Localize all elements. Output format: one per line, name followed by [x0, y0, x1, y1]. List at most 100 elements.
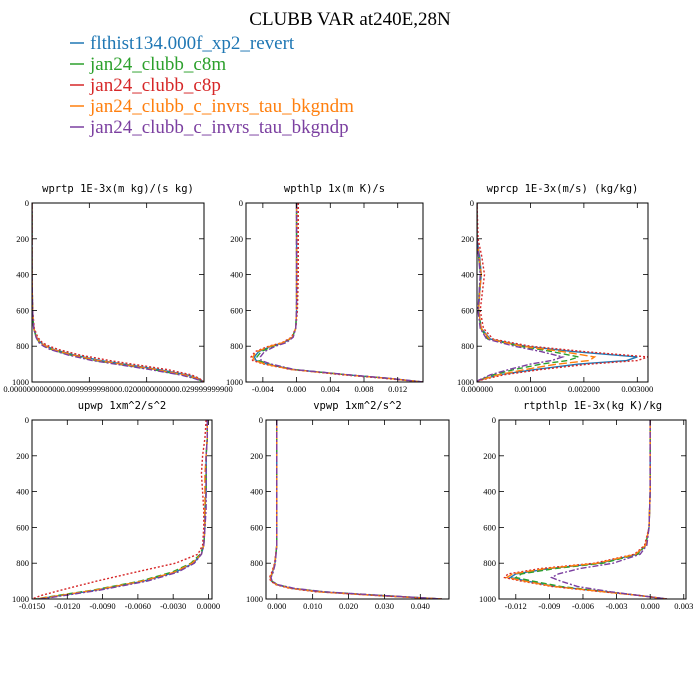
panel-title: wpthlp 1x(m K)/s [284, 183, 385, 195]
panel-title: vpwp 1xm^2/s^2 [313, 400, 402, 412]
series-line [259, 203, 423, 382]
plot-frame [265, 419, 450, 600]
y-tick-label: 600 [461, 305, 474, 315]
y-tick-label: 800 [461, 341, 474, 351]
series-line [504, 420, 668, 599]
plot-frame [31, 202, 205, 383]
x-tick-label: 0.008 [354, 384, 373, 394]
y-tick-label: 0 [470, 198, 474, 208]
y-tick-label: 0 [239, 198, 243, 208]
y-tick-label: 600 [230, 305, 243, 315]
series-line [32, 203, 204, 382]
y-tick-label: 200 [16, 234, 29, 244]
series-line [256, 203, 423, 382]
y-tick-label: 800 [230, 341, 243, 351]
chart-panel: wpthlp 1x(m K)/s 0 200 400 600 800 1000 -0.004 0… [226, 183, 424, 394]
series-line [477, 203, 565, 382]
x-tick-label: -0.0120 [54, 601, 80, 611]
chart-panel: rtpthlp 1E-3x(kg K)/kg02004006008001000-… [479, 400, 693, 611]
series-line [253, 203, 423, 382]
y-tick-label: 1000 [226, 377, 243, 387]
plot-frame [476, 202, 649, 383]
x-tick-label: 0.020 [339, 601, 358, 611]
x-tick-label: -0.012 [505, 601, 527, 611]
legend-label: jan24_clubb_c_invrs_tau_bkgndp [89, 117, 349, 138]
y-tick-label: 800 [16, 558, 29, 568]
x-tick-label: 0.010 [303, 601, 322, 611]
x-tick-label: -0.0150 [19, 601, 45, 611]
x-tick-label: 0.001000 [515, 384, 547, 394]
figure-title: CLUBB VAR at240E,28N [249, 9, 451, 30]
series-line [269, 420, 442, 599]
series-line [35, 420, 208, 599]
x-tick-label: 0.030 [375, 601, 394, 611]
y-tick-label: 800 [16, 341, 29, 351]
chart-panel: vpwp 1xm^2/s^2 0 200 400 600 800 1000 0.000 0.01… [246, 400, 450, 611]
x-tick-label: 0.000 [267, 601, 286, 611]
series-line [40, 420, 208, 599]
x-tick-label: 0.029999999900 [175, 384, 232, 394]
panel-title: upwp 1xm^2/s^2 [78, 400, 167, 412]
legend-label: jan24_clubb_c8m [89, 54, 226, 75]
y-tick-label: 800 [483, 558, 496, 568]
series-line [32, 203, 204, 382]
panel-title: wprtp 1E-3x(m kg)/(s kg) [42, 183, 194, 195]
panel-title: rtpthlp 1E-3x(kg K)/kg [523, 400, 662, 412]
y-tick-label: 0 [25, 415, 29, 425]
series-line [269, 420, 442, 599]
y-tick-label: 0 [492, 415, 496, 425]
y-tick-label: 200 [483, 451, 496, 461]
plot-frame [31, 419, 213, 600]
x-tick-label: 0.000 [641, 601, 660, 611]
y-tick-label: 0 [259, 415, 263, 425]
chart-panel: wprtp 1E-3x(m kg)/(s kg) 0 200 400 600 800 100… [3, 183, 232, 394]
chart-panel: wprcp 1E-3x(m/s) (kg/kg) 0 200 400 600 800 100… [457, 183, 653, 394]
series-line [269, 420, 442, 599]
x-tick-label: 0.009999999800 [61, 384, 118, 394]
x-tick-label: -0.0030 [160, 601, 186, 611]
x-tick-label: 0.040 [411, 601, 430, 611]
panels: wprtp 1E-3x(m kg)/(s kg) 0 200 400 600 800 100… [3, 183, 693, 611]
series-line [513, 420, 668, 599]
y-tick-label: 400 [16, 270, 29, 280]
y-tick-label: 400 [250, 487, 263, 497]
series-line [270, 420, 442, 599]
legend: flthist134.000f_xp2_revertjan24_clubb_c8… [70, 33, 354, 138]
x-tick-label: 0.000000 [461, 384, 493, 394]
series-line [477, 203, 648, 382]
y-tick-label: 1000 [479, 594, 496, 604]
series-line [32, 203, 204, 382]
x-tick-label: 0.004 [321, 384, 341, 394]
series-line [251, 203, 423, 382]
series-line [37, 420, 208, 599]
plot-frame [245, 202, 424, 383]
y-tick-label: 0 [25, 198, 29, 208]
legend-label: flthist134.000f_xp2_revert [90, 33, 295, 54]
x-tick-label: 0.012 [388, 384, 407, 394]
x-tick-label: 0.002000 [568, 384, 600, 394]
y-tick-label: 800 [250, 558, 263, 568]
y-tick-label: 1000 [457, 377, 474, 387]
y-tick-label: 400 [16, 487, 29, 497]
series-line [477, 203, 638, 382]
x-tick-label: 0.000 [287, 384, 306, 394]
y-tick-label: 200 [461, 234, 474, 244]
series-line [32, 420, 207, 599]
y-tick-label: 200 [16, 451, 29, 461]
x-tick-label: 0.003 [674, 601, 693, 611]
x-tick-label: -0.006 [572, 601, 594, 611]
panel-title: wprcp 1E-3x(m/s) (kg/kg) [487, 183, 639, 195]
series-line [250, 203, 423, 382]
legend-label: jan24_clubb_c8p [89, 75, 221, 96]
x-tick-label: -0.003 [606, 601, 628, 611]
y-tick-label: 400 [461, 270, 474, 280]
series-line [477, 203, 597, 382]
x-tick-label: -0.0060 [125, 601, 151, 611]
y-tick-label: 600 [16, 305, 29, 315]
y-tick-label: 200 [250, 451, 263, 461]
series-line [549, 420, 668, 599]
y-tick-label: 400 [230, 270, 243, 280]
series-line [32, 203, 204, 382]
x-tick-label: 0.003000 [621, 384, 653, 394]
